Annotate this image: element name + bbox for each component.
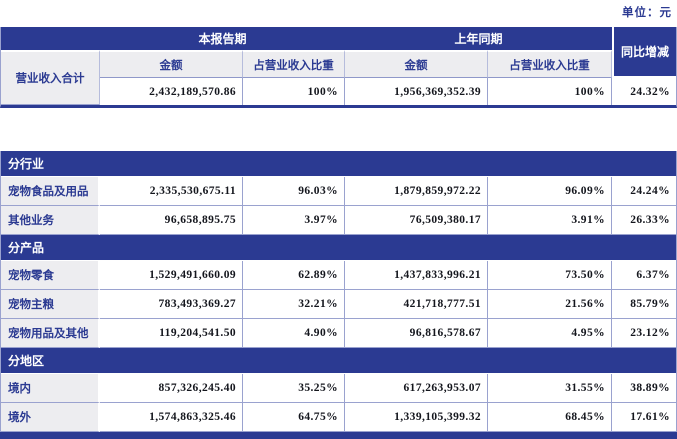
total-yoy: 24.32% xyxy=(612,78,676,105)
unit-label: 单位：元 xyxy=(622,7,672,19)
amount-current-cell: 119,204,541.50 xyxy=(100,319,243,348)
row-label: 宠物用品及其他 xyxy=(1,319,100,348)
yoy-change-header: 同比增减 xyxy=(612,27,676,78)
row-label: 境外 xyxy=(1,403,100,432)
total-pct-current: 100% xyxy=(243,78,345,105)
pct-prior-cell: 4.95% xyxy=(488,319,612,348)
amount-prior-cell: 1,437,833,996.21 xyxy=(345,261,488,290)
pct-prior-cell: 21.56% xyxy=(488,290,612,319)
current-period-header: 本报告期 xyxy=(100,27,345,50)
amount-prior-cell: 76,509,380.17 xyxy=(345,206,488,235)
amount-current-cell: 1,574,863,325.46 xyxy=(100,403,243,432)
amount-current-cell: 2,335,530,675.11 xyxy=(100,177,243,206)
corner-cell xyxy=(1,27,100,50)
yoy-cell: 85.79% xyxy=(612,290,676,319)
pct-current-cell: 3.97% xyxy=(243,206,345,235)
pct-current-cell: 32.21% xyxy=(243,290,345,319)
pct-prior-cell: 3.91% xyxy=(488,206,612,235)
amount-current-cell: 857,326,245.40 xyxy=(100,374,243,403)
amount-prior-cell: 421,718,777.51 xyxy=(345,290,488,319)
amount-prior-cell: 1,879,859,972.22 xyxy=(345,177,488,206)
pct-prior-cell: 31.55% xyxy=(488,374,612,403)
pct-current-cell: 4.90% xyxy=(243,319,345,348)
amount-prior-cell: 96,816,578.67 xyxy=(345,319,488,348)
next-section-band-partial xyxy=(0,432,677,439)
row-label: 宠物食品及用品 xyxy=(1,177,100,206)
amount-prior-cell: 617,263,953.07 xyxy=(345,374,488,403)
pct-header-prior: 占营业收入比重 xyxy=(488,50,612,78)
pct-current-cell: 64.75% xyxy=(243,403,345,432)
yoy-cell: 24.24% xyxy=(612,177,676,206)
pct-prior-cell: 73.50% xyxy=(488,261,612,290)
prior-period-header: 上年同期 xyxy=(345,27,612,50)
amount-header-prior: 金额 xyxy=(345,50,488,78)
total-amount-current: 2,432,189,570.86 xyxy=(100,78,243,105)
yoy-cell: 6.37% xyxy=(612,261,676,290)
amount-prior-cell: 1,339,105,399.32 xyxy=(345,403,488,432)
revenue-summary-table: 本报告期 上年同期 同比增减 营业收入合计 金额 占营业收入比重 金额 占营业收… xyxy=(0,27,677,108)
yoy-cell: 23.12% xyxy=(612,319,676,348)
section-header-product: 分产品 xyxy=(1,235,676,261)
row-label: 其他业务 xyxy=(1,206,100,235)
amount-current-cell: 96,658,895.75 xyxy=(100,206,243,235)
row-label: 宠物零食 xyxy=(1,261,100,290)
row-label: 宠物主粮 xyxy=(1,290,100,319)
yoy-cell: 38.89% xyxy=(612,374,676,403)
total-amount-prior: 1,956,369,352.39 xyxy=(345,78,488,105)
amount-current-cell: 783,493,369.27 xyxy=(100,290,243,319)
total-revenue-label: 营业收入合计 xyxy=(1,50,100,105)
pct-current-cell: 62.89% xyxy=(243,261,345,290)
pct-header-current: 占营业收入比重 xyxy=(243,50,345,78)
yoy-cell: 26.33% xyxy=(612,206,676,235)
total-pct-prior: 100% xyxy=(488,78,612,105)
row-label: 境内 xyxy=(1,374,100,403)
amount-header-current: 金额 xyxy=(100,50,243,78)
pct-current-cell: 35.25% xyxy=(243,374,345,403)
revenue-breakdown-table: 分行业 宠物食品及用品 2,335,530,675.11 96.03% 1,87… xyxy=(0,151,677,432)
section-header-region: 分地区 xyxy=(1,348,676,374)
section-header-industry: 分行业 xyxy=(1,151,676,177)
amount-current-cell: 1,529,491,660.09 xyxy=(100,261,243,290)
yoy-cell: 17.61% xyxy=(612,403,676,432)
pct-prior-cell: 68.45% xyxy=(488,403,612,432)
pct-current-cell: 96.03% xyxy=(243,177,345,206)
pct-prior-cell: 96.09% xyxy=(488,177,612,206)
